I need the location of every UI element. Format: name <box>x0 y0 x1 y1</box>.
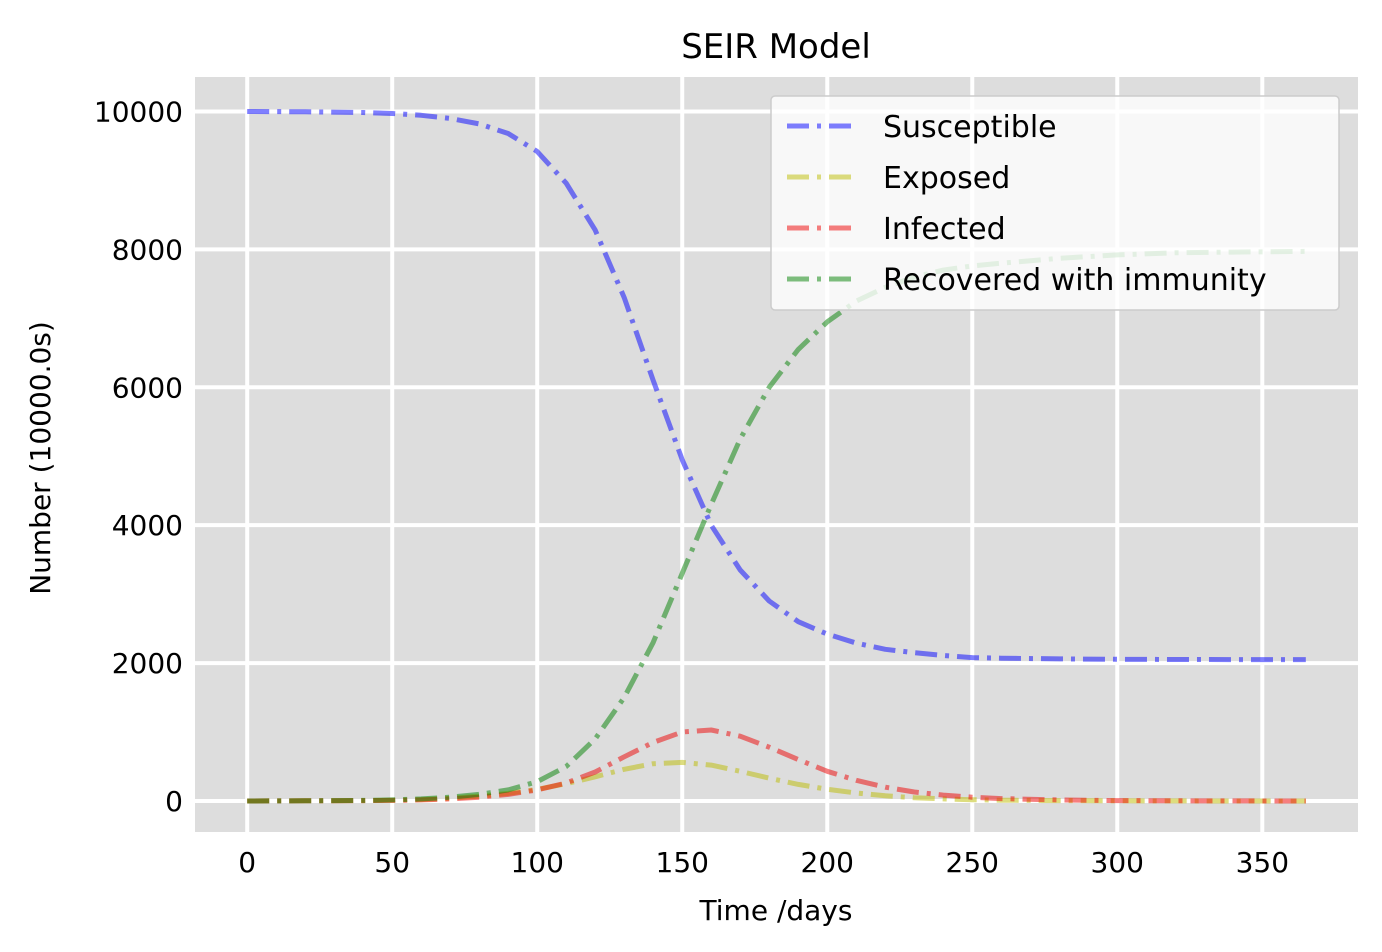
series-layer <box>247 109 1306 804</box>
x-tick-label: 100 <box>511 846 564 879</box>
x-tick-label: 250 <box>946 846 999 879</box>
chart-title: SEIR Model <box>681 27 871 67</box>
y-tick-label: 2000 <box>112 647 183 680</box>
legend-label: Exposed <box>883 161 1010 196</box>
series-line-recovered-with-immunity <box>247 248 1306 804</box>
x-tick-label: 150 <box>656 846 709 879</box>
y-tick-labels: 0 2000 4000 6000 8000 10000 <box>94 95 183 817</box>
legend-label: Recovered with immunity <box>883 263 1267 298</box>
x-tick-labels: 0 50 100 150 200 250 300 350 <box>238 846 1289 879</box>
x-tick-label: 300 <box>1091 846 1144 879</box>
legend-label: Susceptible <box>883 110 1057 145</box>
y-tick-label: 8000 <box>112 233 183 266</box>
y-tick-label: 0 <box>165 785 183 818</box>
y-tick-label: 10000 <box>94 95 183 128</box>
x-tick-label: 200 <box>801 846 854 879</box>
x-axis-label: Time /days <box>699 894 853 927</box>
legend-label: Infected <box>883 212 1006 247</box>
series-line-susceptible <box>247 109 1306 663</box>
legend-box <box>770 95 1340 311</box>
y-axis-label: Number (10000.0s) <box>24 321 57 595</box>
x-tick-label: 0 <box>238 846 256 879</box>
legend: Susceptible Exposed Infected Recovered with… <box>770 95 1340 311</box>
y-tick-label: 6000 <box>112 371 183 404</box>
y-tick-label: 4000 <box>112 509 183 542</box>
x-tick-label: 50 <box>374 846 410 879</box>
x-tick-label: 350 <box>1236 846 1289 879</box>
